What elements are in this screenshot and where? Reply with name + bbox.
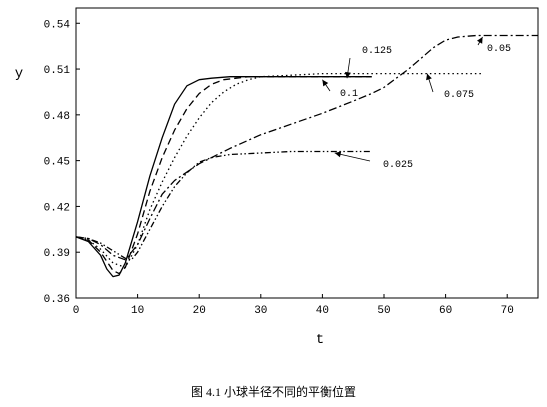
- series-lines: [75, 34, 538, 278]
- y-tick-label: 0.39: [44, 248, 70, 260]
- y-tick-label: 0.51: [44, 65, 71, 77]
- series-label: 0.1: [340, 89, 358, 100]
- y-axis-title: y: [15, 66, 23, 82]
- series-line-3: [75, 34, 538, 261]
- series-label: 0.025: [383, 160, 413, 171]
- x-tick-label: 50: [377, 305, 390, 317]
- y-axis-ticks: 0.36 0.39 0.42 0.45 0.48 0.51 0.54: [44, 19, 80, 306]
- figure-caption: 图 4.1 小球半径不同的平衡位置: [190, 385, 356, 399]
- x-tick-label: 60: [439, 305, 452, 317]
- y-tick-label: 0.45: [44, 157, 70, 169]
- y-tick-label: 0.36: [44, 294, 70, 306]
- line-chart: 0 10 20 30 40 50 60 70 0.36 0.39 0.42 0.45 0.48 0.51…: [15, 7, 539, 348]
- y-tick-label: 0.42: [44, 202, 70, 214]
- series-label: 0.125: [362, 46, 392, 57]
- label-leader: [334, 152, 371, 162]
- label-arrowhead: [334, 151, 342, 158]
- x-tick-label: 40: [316, 305, 329, 317]
- x-tick-label: 30: [254, 305, 267, 317]
- series-line-2: [75, 72, 483, 269]
- y-tick-label: 0.48: [44, 111, 70, 123]
- series-line-1: [75, 76, 372, 275]
- label-arrowhead: [322, 79, 329, 87]
- plot-frame: [75, 7, 539, 299]
- series-label: 0.075: [444, 90, 474, 101]
- label-arrowhead: [426, 73, 432, 81]
- x-tick-label: 70: [501, 305, 514, 317]
- label-arrowhead: [476, 37, 483, 44]
- series-line-0: [75, 76, 372, 278]
- y-tick-label: 0.54: [44, 19, 71, 31]
- x-tick-label: 10: [131, 305, 144, 317]
- series-labels: 0.125 0.1 0.075 0.05 0.025: [322, 36, 511, 171]
- x-axis-ticks: 0 10 20 30 40 50 60 70: [73, 294, 514, 317]
- x-tick-label: 0: [73, 305, 80, 317]
- series-line-4: [75, 150, 372, 261]
- series-label: 0.05: [487, 44, 511, 55]
- x-tick-label: 20: [193, 305, 206, 317]
- x-axis-title: t: [316, 332, 324, 348]
- label-arrowhead: [344, 71, 351, 79]
